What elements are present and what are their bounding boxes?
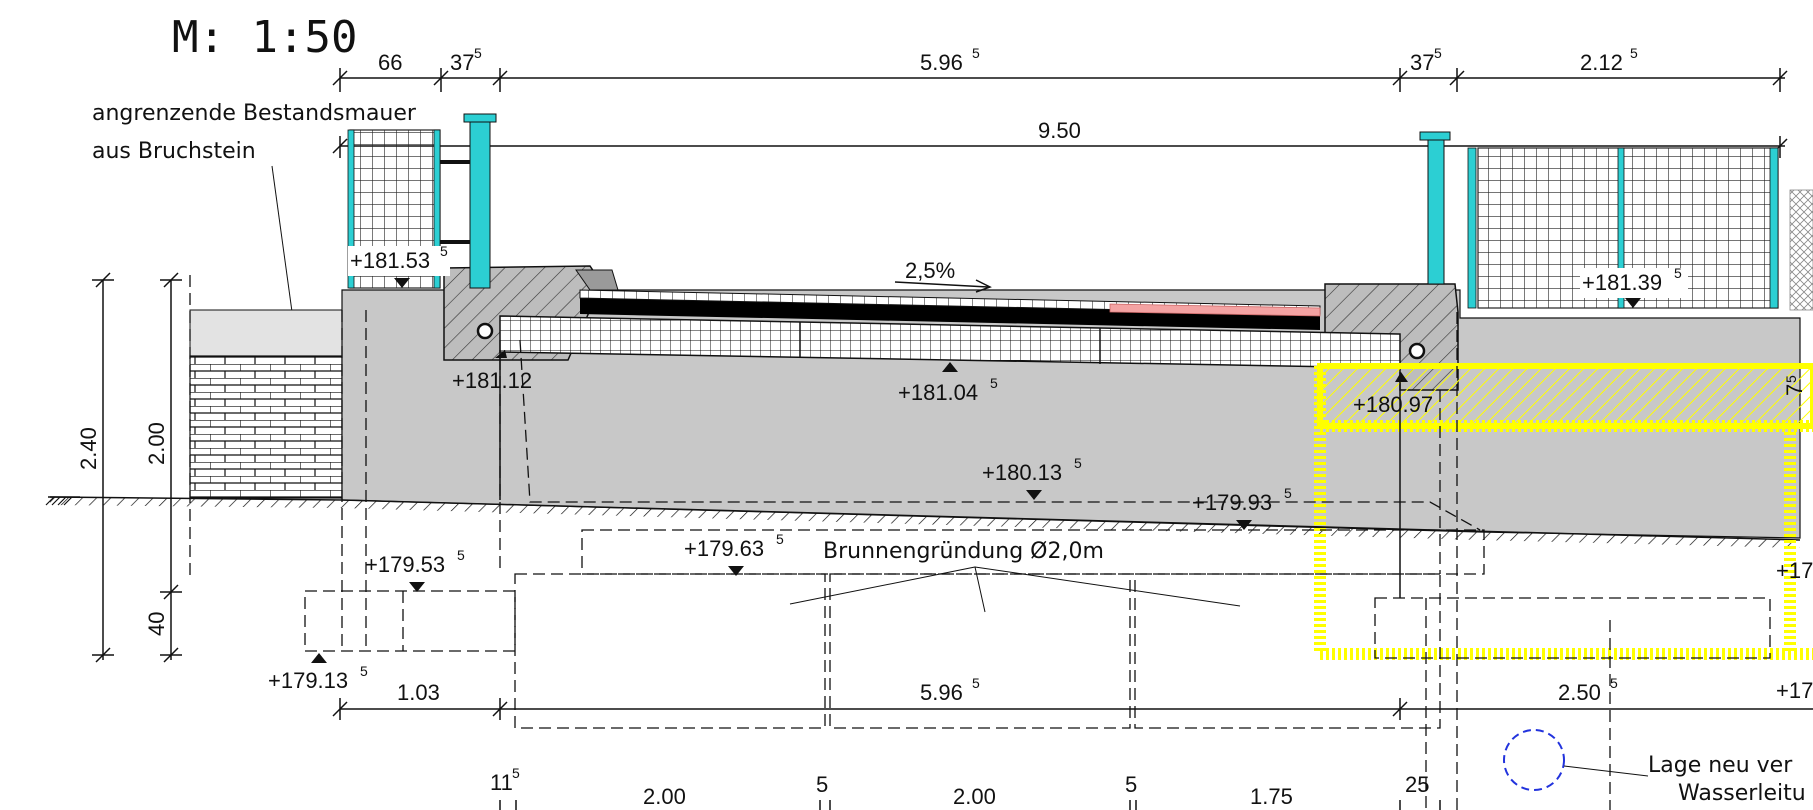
elevation-right-1: +17 — [1776, 558, 1813, 583]
vdim-2-40: 2.40 — [76, 427, 101, 470]
svg-text:5: 5 — [776, 531, 784, 547]
pipe-location-circle — [1503, 729, 1565, 791]
scale-title: M: 1:50 — [172, 12, 357, 63]
svg-text:5: 5 — [972, 675, 980, 691]
note-line2: Wasserleitu — [1678, 781, 1806, 806]
lower-dim-25: 25 — [1405, 772, 1429, 797]
slope-text: 2,5% — [905, 258, 955, 283]
svg-text:5: 5 — [512, 765, 520, 781]
vdim-40: 40 — [144, 612, 169, 636]
asphalt-layer — [580, 298, 1320, 330]
top-dim-2-sup: 5 — [474, 45, 482, 61]
foundation-leader — [789, 566, 1241, 613]
top-dim-4: 37 — [1410, 50, 1434, 75]
ground-hatch — [50, 497, 1800, 548]
elevation-180-13: +180.13 — [982, 460, 1062, 485]
vertical-dimensions: 2.40 2.00 40 7 5 — [45, 272, 1807, 663]
lower-dimension-chain: 11 5 2.00 5 2.00 5 1.75 25 — [490, 765, 1441, 810]
wall-label-line2: aus Bruchstein — [92, 139, 256, 164]
svg-text:5: 5 — [1284, 485, 1292, 501]
left-curb — [575, 269, 619, 291]
elevation-180-97: +180.97 — [1353, 392, 1433, 417]
top-dim-5-sup: 5 — [1630, 45, 1638, 61]
overall-dim-text: 9.50 — [1038, 118, 1081, 143]
slope-indicator: 2,5% — [894, 258, 992, 293]
top-dimension-chain: 66 37 5 5.96 5 37 5 2.12 5 — [332, 45, 1788, 92]
elevation-181-12: +181.12 — [452, 368, 532, 393]
overall-dimension: 9.50 — [332, 118, 1788, 158]
elevation-179-53: +179.53 — [365, 552, 445, 577]
top-dim-2: 37 — [450, 50, 474, 75]
note-line1: Lage neu ver — [1648, 753, 1793, 778]
elevation-181-04: +181.04 — [898, 380, 978, 405]
wall-label-line1: angrenzende Bestandsmauer — [92, 101, 417, 126]
red-marking — [1109, 303, 1321, 317]
bottom-dimension-chain: 1.03 5.96 5 2.50 5 — [332, 675, 1813, 720]
top-dim-1: 66 — [378, 50, 402, 75]
elevation-labels: +181.53 5 +181.12 +181.04 5 +180.97 +181… — [268, 243, 1813, 703]
lower-dim-5-a: 5 — [816, 772, 828, 797]
lower-dim-1-75: 1.75 — [1250, 784, 1293, 809]
elevation-markers — [311, 278, 1641, 663]
svg-text:5: 5 — [1674, 265, 1682, 281]
top-dim-3: 5.96 — [920, 50, 963, 75]
foundation-label: Brunnengründung Ø2,0m — [823, 539, 1104, 564]
elevation-right-2: +17 — [1776, 678, 1813, 703]
top-dim-3-sup: 5 — [972, 45, 980, 61]
lower-dim-2-00-b: 2.00 — [953, 784, 996, 809]
top-dim-5: 2.12 — [1580, 50, 1623, 75]
vdim-2-00: 2.00 — [144, 422, 169, 465]
bruchstein-wall — [189, 355, 343, 499]
bottom-dim-2-50: 2.50 — [1558, 680, 1601, 705]
elevation-181-39: +181.39 — [1582, 270, 1662, 295]
lower-dim-11: 11 — [490, 770, 513, 795]
top-dim-4-sup: 5 — [1434, 45, 1442, 61]
elevation-179-13: +179.13 — [268, 668, 348, 693]
foundation-outlines — [189, 275, 1771, 810]
elevation-179-93: +179.93 — [1192, 490, 1272, 515]
right-drain-pipe — [1408, 342, 1426, 360]
lower-dim-5-b: 5 — [1125, 772, 1137, 797]
bottom-dim-1-03: 1.03 — [397, 680, 440, 705]
svg-text:5: 5 — [1074, 455, 1082, 471]
bottom-dim-5-96: 5.96 — [920, 680, 963, 705]
water-pipe-note: Lage neu ver Wasserleitu — [1503, 729, 1806, 806]
right-fence — [1419, 131, 1813, 311]
elevation-181-53: +181.53 — [350, 248, 430, 273]
elevation-179-63: +179.63 — [684, 536, 764, 561]
svg-text:5: 5 — [1783, 375, 1799, 383]
svg-text:5: 5 — [457, 547, 465, 563]
highlight-area — [1314, 363, 1813, 660]
svg-text:5: 5 — [440, 243, 448, 259]
vdim-right: 7 — [1782, 384, 1807, 396]
lower-dim-2-00-a: 2.00 — [643, 784, 686, 809]
svg-text:5: 5 — [1610, 675, 1618, 691]
left-drain-pipe — [476, 322, 494, 340]
svg-text:5: 5 — [360, 663, 368, 679]
svg-text:5: 5 — [990, 375, 998, 391]
ground-layer-left — [189, 309, 343, 357]
